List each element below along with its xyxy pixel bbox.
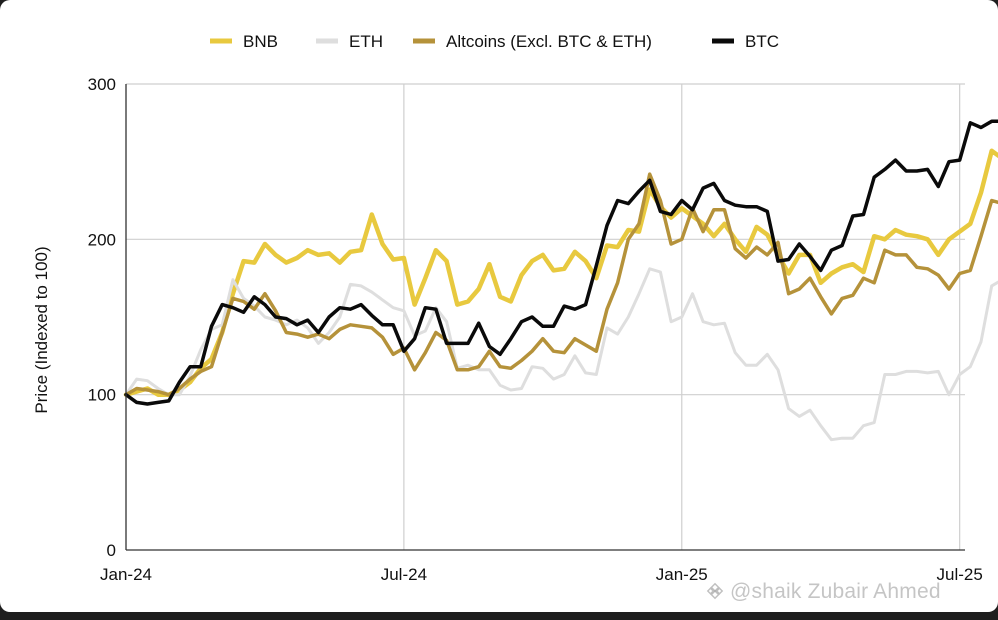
x-tick-label: Jan-25 xyxy=(656,565,708,584)
x-tick-label: Jul-25 xyxy=(936,565,982,584)
series-line-btc xyxy=(124,119,998,406)
y-tick-label: 300 xyxy=(88,75,116,94)
legend-label: Altcoins (Excl. BTC & ETH) xyxy=(446,32,652,51)
y-tick-label: 0 xyxy=(107,541,116,560)
series-lines xyxy=(123,119,998,442)
y-tick-label: 200 xyxy=(88,230,116,249)
legend: BNB ETH Altcoins (Excl. BTC & ETH) BTC xyxy=(210,32,779,51)
x-tick-label: Jan-24 xyxy=(100,565,152,584)
bottom-strip xyxy=(0,612,998,620)
legend-label: BTC xyxy=(745,32,779,51)
series-line-altcoins xyxy=(124,172,998,397)
binance-logo-icon xyxy=(706,582,724,600)
legend-label: ETH xyxy=(349,32,383,51)
x-tick-label: Jul-24 xyxy=(381,565,427,584)
series-line-bnb xyxy=(123,148,998,397)
watermark: @shaik Zubair Ahmed xyxy=(706,580,941,604)
series-line-eth xyxy=(124,267,998,442)
y-axis-label: Price (Indexed to 100) xyxy=(32,246,51,413)
y-tick-label: 100 xyxy=(88,386,116,405)
watermark-text: @shaik Zubair Ahmed xyxy=(730,580,941,603)
grid xyxy=(126,83,965,550)
legend-label: BNB xyxy=(243,32,278,51)
axes: 0 100 200 300 Jan-24 Jul-24 Jan-25 Jul-25 xyxy=(88,75,983,584)
